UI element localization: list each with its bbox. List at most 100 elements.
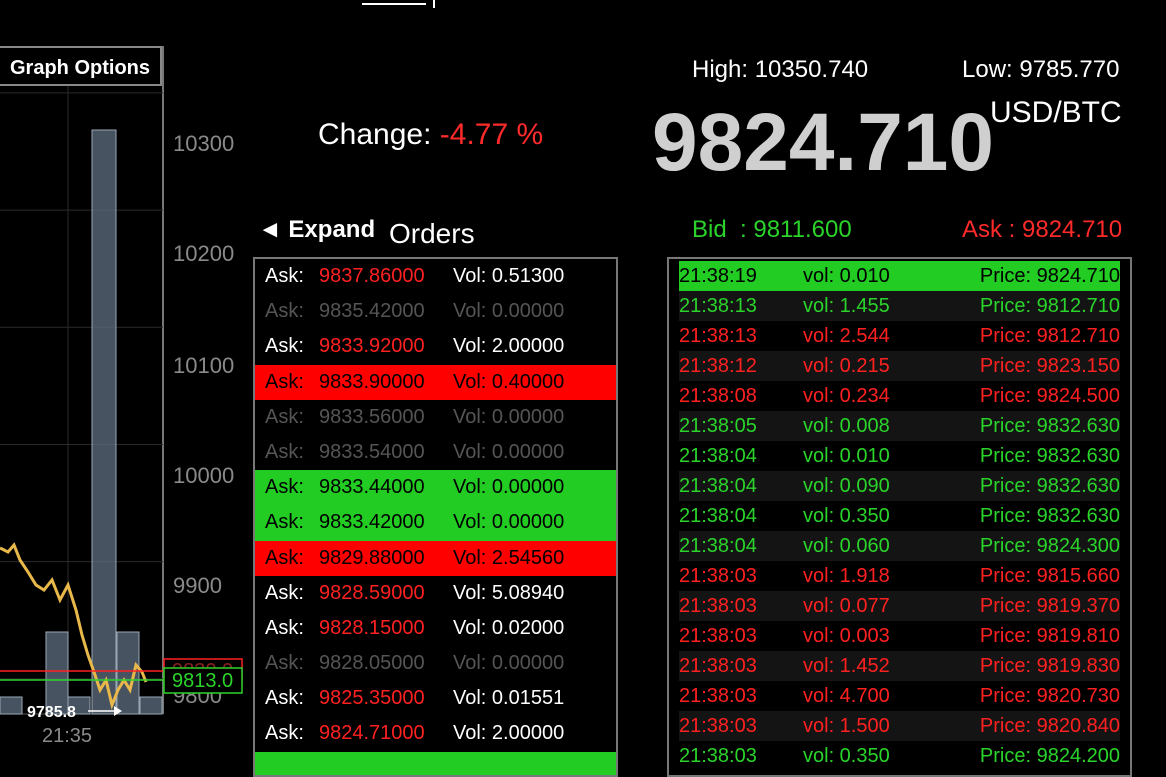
trade-row: 21:38:19 vol: 0.010 Price: 9824.710 bbox=[679, 261, 1120, 291]
order-side-label: Ask: bbox=[265, 652, 304, 675]
min-marker-arrowhead bbox=[114, 706, 122, 716]
x-axis-tick: 21:35 bbox=[42, 725, 92, 747]
trade-time: 21:38:12 bbox=[679, 355, 757, 377]
trade-row: 21:38:04 vol: 0.350 Price: 9832.630 bbox=[679, 501, 1120, 531]
order-price: 9829.88000 bbox=[319, 546, 425, 569]
trade-row: 21:38:08 vol: 0.234 Price: 9824.500 bbox=[679, 381, 1120, 411]
trade-time: 21:38:03 bbox=[679, 625, 757, 647]
trade-volume: vol: 0.077 bbox=[803, 595, 890, 617]
order-side-label: Ask: bbox=[265, 687, 304, 710]
order-side-label: Ask: bbox=[265, 722, 304, 745]
ask-price: Ask : 9824.710 bbox=[962, 216, 1123, 243]
order-volume: Vol: 0.40000 bbox=[453, 370, 565, 393]
current-price-tag-label: 9813.0 bbox=[172, 670, 233, 692]
order-side-label: Ask: bbox=[265, 581, 304, 604]
order-price: 9833.44000 bbox=[319, 476, 425, 499]
order-row: Ask: 9833.42000 Vol: 0.00000 bbox=[255, 505, 616, 541]
order-row: Ask: 9837.86000 Vol: 0.51300 bbox=[255, 259, 616, 294]
trade-time: 21:38:03 bbox=[679, 715, 757, 737]
current-price-tag bbox=[163, 667, 243, 694]
price-line bbox=[0, 542, 148, 710]
order-row: Ask: 9833.44000 Vol: 0.00000 bbox=[255, 470, 616, 506]
order-volume: Vol: 2.00000 bbox=[453, 335, 565, 358]
trade-price: Price: 9824.200 bbox=[979, 745, 1120, 767]
order-volume: Vol: 2.54560 bbox=[453, 546, 565, 569]
volume-bar bbox=[45, 631, 69, 715]
trade-price: Price: 9823.150 bbox=[979, 355, 1120, 377]
trade-time: 21:38:05 bbox=[679, 415, 757, 437]
order-volume: Vol: 0.00000 bbox=[453, 300, 565, 323]
trade-time: 21:38:13 bbox=[679, 295, 757, 317]
order-price: 9835.42000 bbox=[319, 300, 425, 323]
order-side-label: Ask: bbox=[265, 265, 304, 287]
order-price: 9833.54000 bbox=[319, 440, 425, 463]
high-price: High: 10350.740 bbox=[692, 56, 869, 83]
trade-time: 21:38:04 bbox=[679, 505, 757, 527]
trade-row: 21:38:03 vol: 4.700 Price: 9820.730 bbox=[679, 681, 1120, 711]
last-price: 9824.710 bbox=[652, 97, 995, 188]
change-label: Change: bbox=[318, 118, 432, 151]
order-row: Ask: 9829.88000 Vol: 2.54560 bbox=[255, 540, 616, 576]
trade-price: Price: 9820.730 bbox=[979, 685, 1120, 707]
min-price-marker: 9785.8 bbox=[27, 704, 76, 721]
trade-row: 21:38:12 vol: 0.215 Price: 9823.150 bbox=[679, 351, 1120, 381]
expand-button[interactable]: ◄ Expand bbox=[258, 216, 376, 243]
trade-row: 21:38:03 vol: 1.500 Price: 9820.840 bbox=[679, 711, 1120, 741]
order-row: Ask: 9828.59000 Vol: 5.08940 bbox=[255, 576, 616, 611]
order-volume: Vol: 0.00000 bbox=[453, 440, 565, 463]
order-price: 9828.05000 bbox=[319, 652, 425, 675]
trade-row: 21:38:05 vol: 0.008 Price: 9832.630 bbox=[679, 411, 1120, 441]
order-price: 9833.92000 bbox=[319, 335, 425, 358]
top-tick bbox=[433, 0, 435, 8]
trade-row: 21:38:13 vol: 2.544 Price: 9812.710 bbox=[679, 321, 1120, 351]
trade-price: Price: 9832.630 bbox=[979, 445, 1120, 467]
trade-volume: vol: 0.060 bbox=[803, 535, 890, 557]
trade-volume: vol: 1.455 bbox=[803, 295, 890, 317]
trade-volume: vol: 0.003 bbox=[803, 625, 890, 647]
order-price: 9828.59000 bbox=[319, 581, 425, 604]
graph-options-button[interactable]: Graph Options bbox=[0, 46, 162, 86]
trade-time: 21:38:19 bbox=[679, 265, 757, 287]
order-volume: Vol: 2.00000 bbox=[453, 722, 565, 745]
order-row: Ask: 9825.35000 Vol: 0.01551 bbox=[255, 681, 616, 716]
bid-price: Bid : 9811.600 bbox=[692, 216, 852, 243]
top-divider bbox=[362, 0, 426, 5]
volume-bar bbox=[67, 696, 91, 715]
y-axis-tick: 9900 bbox=[173, 573, 222, 598]
trade-price: Price: 9812.710 bbox=[979, 295, 1120, 317]
order-row: Ask: 9833.92000 Vol: 2.00000 bbox=[255, 329, 616, 364]
trade-row: 21:38:03 vol: 0.003 Price: 9819.810 bbox=[679, 621, 1120, 651]
order-side-label: Ask: bbox=[265, 370, 304, 393]
change-indicator: Change: -4.77 % bbox=[318, 118, 543, 152]
trade-price: Price: 9824.500 bbox=[979, 385, 1120, 407]
price-chart: 103001020010100100009900980021:359830.09… bbox=[0, 46, 243, 747]
order-volume: Vol: 0.01551 bbox=[453, 687, 565, 710]
low-price: Low: 9785.770 bbox=[962, 56, 1120, 83]
order-side-label: Ask: bbox=[265, 300, 304, 323]
order-row: Ask: 9828.05000 Vol: 0.00000 bbox=[255, 646, 616, 681]
trade-volume: vol: 4.700 bbox=[803, 685, 890, 707]
order-side-label: Ask: bbox=[265, 616, 304, 639]
order-side-label: Ask: bbox=[265, 476, 304, 499]
order-side-label: Ask: bbox=[265, 405, 304, 428]
trade-volume: vol: 0.350 bbox=[803, 505, 890, 527]
trade-price: Price: 9819.370 bbox=[979, 595, 1120, 617]
trade-volume: vol: 0.010 bbox=[803, 445, 890, 467]
volume-bar bbox=[0, 696, 23, 715]
trade-price: Price: 9832.630 bbox=[979, 415, 1120, 437]
trade-time: 21:38:08 bbox=[679, 385, 757, 407]
order-side-label: Ask: bbox=[265, 335, 304, 358]
trade-row: 21:38:03 vol: 1.452 Price: 9819.830 bbox=[679, 651, 1120, 681]
order-row: Ask: 9835.42000 Vol: 0.00000 bbox=[255, 294, 616, 329]
order-row bbox=[255, 751, 616, 775]
trade-history: 21:38:19 vol: 0.010 Price: 9824.710 21:38:1… bbox=[667, 257, 1132, 777]
trade-price: Price: 9824.710 bbox=[979, 265, 1120, 287]
trade-time: 21:38:03 bbox=[679, 745, 757, 767]
y-axis-tick: 10200 bbox=[173, 241, 234, 266]
trade-row: 21:38:03 vol: 1.918 Price: 9815.660 bbox=[679, 561, 1120, 591]
trade-time: 21:38:04 bbox=[679, 475, 757, 497]
trade-volume: vol: 0.010 bbox=[803, 265, 890, 287]
order-price: 9824.71000 bbox=[319, 722, 425, 745]
trade-row: 21:38:04 vol: 0.060 Price: 9824.300 bbox=[679, 531, 1120, 561]
order-volume: Vol: 0.51300 bbox=[453, 265, 565, 287]
